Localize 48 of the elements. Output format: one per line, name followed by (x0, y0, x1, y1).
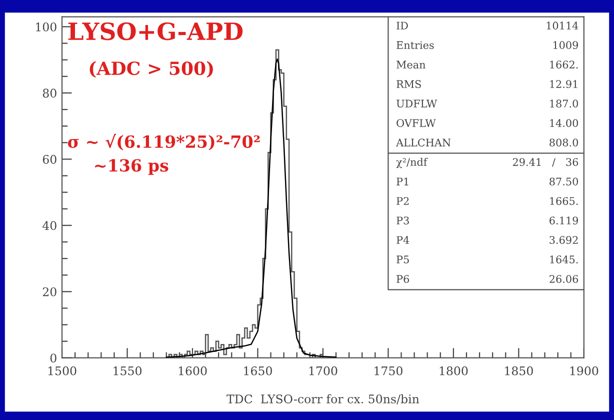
annotation: RMS (396, 80, 421, 88)
annotation: 3.692 (550, 236, 578, 244)
annotation: 87.50 (550, 178, 578, 186)
x-axis-title: TDC LYSO-corr for cx. 50ns/bin (226, 394, 420, 404)
x-tick-label: 1750 (374, 366, 402, 376)
annotation: 10114 (546, 22, 578, 30)
annotation: 808.0 (550, 138, 578, 146)
chart-title: LYSO+G-APD (68, 22, 243, 40)
y-tick-label: 40 (42, 221, 56, 230)
x-tick-label: 1650 (244, 366, 272, 376)
annotation: ALLCHAN (396, 138, 451, 146)
annotation: P2 (396, 197, 409, 205)
annotation: Mean (396, 60, 426, 69)
annotation: 12.91 (550, 80, 578, 88)
y-tick-label: 20 (42, 287, 56, 296)
annotation: 26.06 (550, 275, 578, 283)
annotation: OVFLW (396, 119, 436, 128)
y-tick-label: 100 (36, 22, 56, 32)
annotation: 1662. (550, 60, 578, 69)
annotation: 187.0 (550, 100, 578, 108)
y-tick-label: 60 (42, 154, 56, 164)
x-tick-label: 1900 (570, 366, 598, 376)
annotation: P3 (396, 216, 409, 224)
annotation: 1665. (550, 197, 578, 205)
annotation: 6.119 (550, 216, 578, 224)
x-tick-label: 1550 (114, 366, 142, 376)
annotation: P6 (396, 275, 410, 283)
annotation: UDFLW (396, 100, 438, 108)
text: (ADC > 500) (90, 61, 213, 78)
annotation: Entries (396, 41, 434, 50)
annotation: 14.00 (550, 119, 578, 128)
y-tick-label: 80 (42, 88, 56, 98)
annotation: P1 (396, 178, 408, 186)
x-tick-label: 1850 (505, 366, 533, 376)
x-tick-label: 1800 (440, 366, 468, 376)
annotation: P5 (396, 256, 409, 264)
annotation: ~136 ps (95, 159, 168, 175)
x-tick-label: 1600 (178, 366, 207, 376)
x-tick-label: 1700 (309, 366, 338, 376)
x-tick-label: 1500 (48, 366, 76, 376)
annotation: P4 (396, 236, 410, 244)
annotation: ID (396, 22, 408, 30)
annotation: σ ~ √(6.119*25)²-70² (68, 134, 260, 150)
annotation: 1009 (553, 41, 578, 50)
annotation: 29.41 / 36 (512, 158, 578, 167)
annotation: 1645. (550, 256, 578, 264)
annotation: χ²/ndf (396, 158, 428, 168)
y-tick-label: 0 (50, 354, 56, 362)
